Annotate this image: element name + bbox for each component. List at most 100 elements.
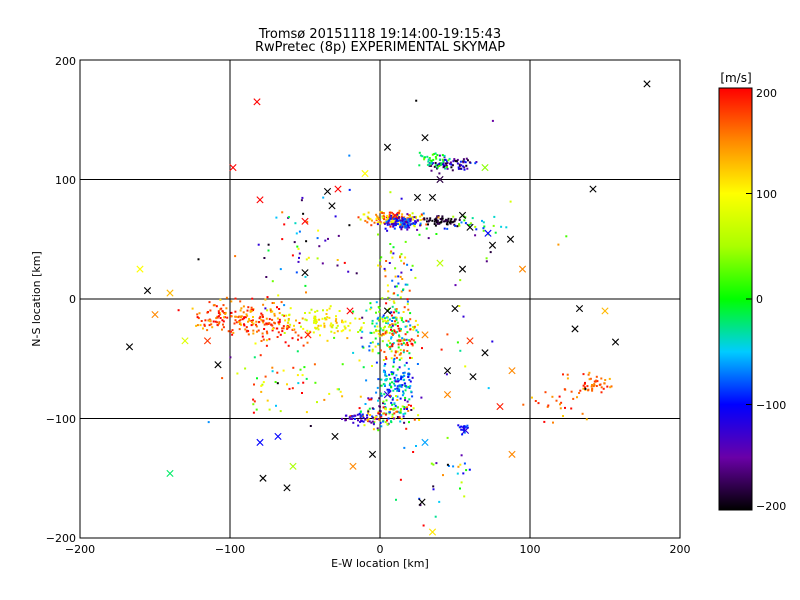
data-point [404,226,407,229]
data-point [396,219,399,221]
data-point [396,339,399,342]
data-point [395,410,398,413]
data-point [384,325,386,328]
data-point [372,428,375,431]
data-point [354,317,357,320]
data-point [398,366,401,369]
data-point [408,352,411,355]
data-point [380,394,383,397]
data-point [380,384,383,387]
data-point [371,322,374,325]
data-point-cross [136,265,144,273]
data-point [433,223,436,225]
data-point [252,309,254,312]
data-point [252,398,255,401]
data-point [409,340,412,343]
data-point [427,223,429,226]
data-point [391,345,394,348]
data-point [592,385,595,388]
data-point [315,327,318,330]
data-point [269,308,272,311]
data-point [391,256,394,259]
data-point [259,354,262,357]
data-point [215,317,218,320]
data-point-cross [469,373,477,381]
data-point [403,338,406,341]
data-point [239,309,242,312]
data-point [261,314,264,316]
data-point [382,320,385,323]
data-point [384,413,387,416]
data-point [408,378,411,381]
data-point [464,425,467,428]
data-point [386,388,389,391]
data-point [224,313,227,315]
data-point [584,381,586,384]
data-point [344,326,347,329]
data-point [263,257,266,259]
data-point [394,224,397,227]
data-point [418,151,421,154]
data-point [393,329,396,332]
data-point [382,400,385,403]
data-point [594,380,597,383]
data-point [456,162,459,165]
data-point [377,306,380,308]
data-point [382,215,385,217]
data-point [582,384,585,387]
data-point [357,419,359,422]
y-tick-label: −100 [46,413,76,426]
data-point [282,325,285,328]
data-point [399,348,402,351]
data-point [451,169,454,172]
data-point-cross [466,223,474,231]
data-point [191,307,194,310]
data-point [396,385,399,388]
data-point [335,326,338,329]
data-point [459,463,462,466]
data-point [403,306,406,309]
data-point [369,342,372,344]
data-point [393,384,396,387]
data-point-cross [418,498,426,506]
x-tick-label: 200 [670,543,691,556]
data-point [381,318,384,321]
data-point [369,414,372,416]
data-point [271,302,274,304]
data-point [449,222,452,225]
data-point [384,332,387,335]
data-point-cross [436,259,444,267]
data-point [534,400,537,402]
data-point [388,215,391,218]
data-point [305,291,307,294]
data-point [436,222,439,225]
data-point [442,162,445,164]
data-point [404,407,407,410]
data-point [434,164,437,167]
data-point [348,154,351,157]
data-point [392,252,395,255]
data-point [463,429,466,432]
data-point [491,119,494,122]
data-point [387,319,389,322]
data-point [401,394,404,397]
data-point [559,403,561,406]
data-point [460,428,463,431]
data-point [392,408,395,411]
data-point [434,224,437,227]
data-point [395,308,398,310]
data-point [402,413,405,416]
data-point [422,524,425,527]
data-point [565,235,568,238]
data-point [401,224,404,227]
data-point [362,213,365,216]
data-point [357,424,360,427]
data-point [430,162,433,165]
data-point-cross [383,307,392,315]
data-point [221,319,224,322]
data-point [357,331,360,333]
data-point [407,367,410,370]
data-point [388,211,391,214]
data-point [301,196,304,199]
